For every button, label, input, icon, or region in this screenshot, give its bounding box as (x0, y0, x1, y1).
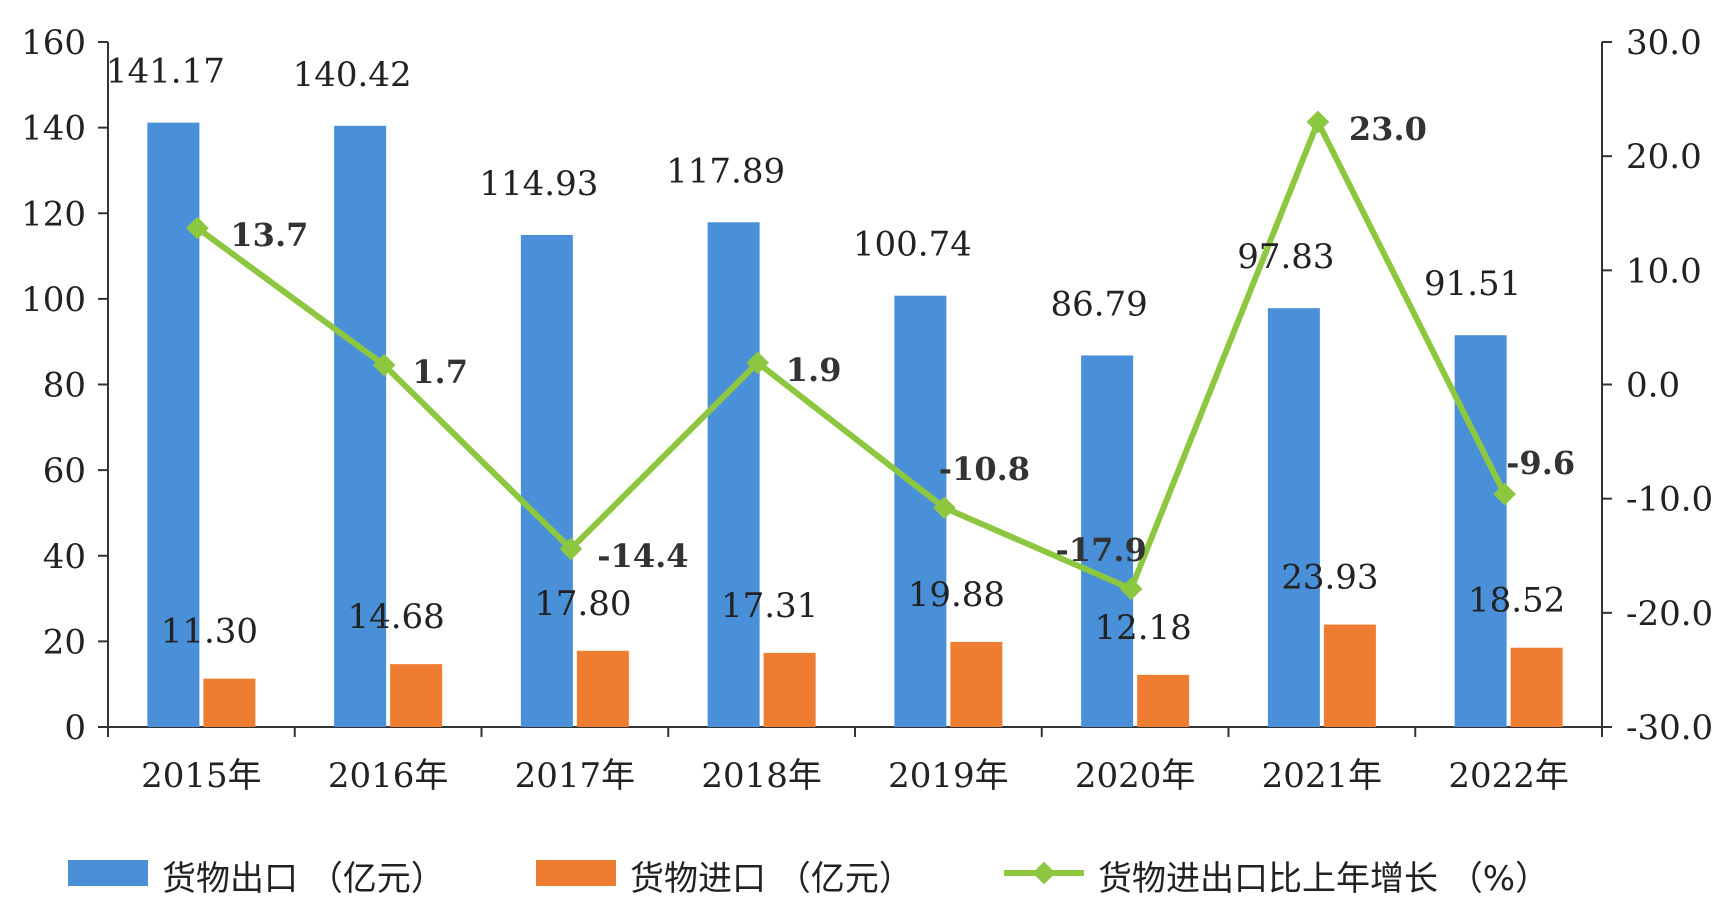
y-left-tick-label: 40 (43, 537, 86, 577)
growth-value-label: -17.9 (1056, 531, 1147, 569)
growth-value-label: 13.7 (230, 216, 308, 254)
y-left-tick-label: 140 (21, 109, 86, 149)
y-left-tick-label: 120 (21, 194, 86, 234)
export-value-label: 117.89 (666, 151, 785, 191)
bar-export (1081, 355, 1134, 727)
export-value-label: 141.17 (106, 52, 225, 92)
y-left-tick-label: 100 (21, 280, 86, 320)
y-right-tick-label: -10.0 (1626, 480, 1713, 520)
growth-point (1119, 577, 1143, 601)
y-right-tick-label: 30.0 (1626, 23, 1702, 63)
x-tick-label: 2019年 (888, 756, 1009, 796)
legend-label-growth: 货物进出口比上年增长 （%） (1098, 859, 1549, 899)
import-value-label: 17.80 (534, 584, 631, 624)
export-value-label: 97.83 (1237, 237, 1334, 277)
import-value-label: 11.30 (161, 612, 258, 652)
y-right-tick-label: -30.0 (1626, 708, 1713, 748)
growth-value-label: 1.9 (786, 351, 842, 389)
x-tick-label: 2021年 (1262, 756, 1383, 796)
legend: 货物出口 （亿元） 货物进口 （亿元） 货物进出口比上年增长 （%） (68, 859, 1549, 899)
growth-value-label: -9.6 (1506, 444, 1575, 482)
y-right-tick-label: 20.0 (1626, 137, 1702, 177)
legend-label-export: 货物出口 （亿元） (162, 859, 445, 899)
growth-value-label: -14.4 (597, 537, 688, 575)
bars (147, 122, 1563, 727)
import-value-label: 12.18 (1094, 608, 1191, 648)
bar-import (1323, 624, 1376, 727)
x-tick-label: 2018年 (701, 756, 822, 796)
bar-import (1510, 647, 1563, 727)
x-tick-label: 2015年 (141, 756, 262, 796)
legend-swatch-export (68, 860, 148, 886)
growth-point (933, 496, 956, 520)
export-value-label: 91.51 (1424, 264, 1521, 304)
growth-point (746, 351, 769, 375)
bar-import (950, 641, 1003, 727)
bar-import (203, 678, 256, 727)
import-value-label: 23.93 (1281, 558, 1378, 598)
growth-point (1306, 110, 1330, 134)
export-value-label: 140.42 (293, 55, 412, 95)
legend-swatch-import (536, 860, 616, 886)
growth-polyline (195, 118, 1508, 592)
bar-import (1137, 674, 1190, 727)
export-value-label: 114.93 (479, 164, 598, 204)
import-value-label: 17.31 (721, 586, 818, 626)
bar-export (707, 222, 760, 727)
export-value-label: 100.74 (853, 225, 972, 265)
y-right-tick-label: -20.0 (1626, 594, 1713, 634)
y-left-tick-label: 20 (43, 622, 86, 662)
y-right-tick-label: 10.0 (1626, 251, 1702, 291)
growth-point (559, 537, 583, 561)
x-tick-label: 2017年 (515, 756, 636, 796)
y-left-tick-label: 160 (21, 23, 86, 63)
growth-value-label: 1.7 (412, 353, 468, 391)
x-tick-label: 2022年 (1448, 756, 1569, 796)
bar-import (763, 652, 816, 727)
bar-import (390, 664, 443, 727)
x-tick-label: 2016年 (328, 756, 449, 796)
bar-import (576, 650, 629, 727)
growth-value-label: -10.8 (939, 450, 1030, 488)
data-labels: 141.17 11.30 140.42 14.68 114.93 17.80 117.89 1… (106, 52, 1575, 652)
legend-label-import: 货物进口 （亿元） (630, 859, 913, 899)
bar-export (334, 125, 387, 727)
import-value-label: 18.52 (1468, 581, 1565, 621)
y-left-tick-label: 0 (64, 708, 86, 748)
import-value-label: 19.88 (908, 575, 1005, 615)
x-tick-label: 2020年 (1075, 756, 1196, 796)
bar-export (1454, 335, 1507, 727)
growth-value-label: 23.0 (1349, 110, 1427, 148)
axes: 0 20 40 60 80 100 120 140 160 -30.0 -20.0 -10.0 0.0 1… (21, 23, 1713, 796)
y-left-tick-label: 80 (43, 366, 86, 406)
y-left-tick-label: 60 (43, 451, 86, 491)
export-value-label: 86.79 (1050, 284, 1147, 324)
import-value-label: 14.68 (347, 597, 444, 637)
bar-export (520, 234, 573, 727)
y-right-tick-label: 0.0 (1626, 366, 1680, 406)
growth-point (1493, 482, 1516, 506)
growth-point (372, 353, 396, 377)
bar-export (1267, 308, 1320, 727)
bar-export (147, 122, 200, 727)
legend-swatch-growth-marker (1032, 861, 1056, 885)
